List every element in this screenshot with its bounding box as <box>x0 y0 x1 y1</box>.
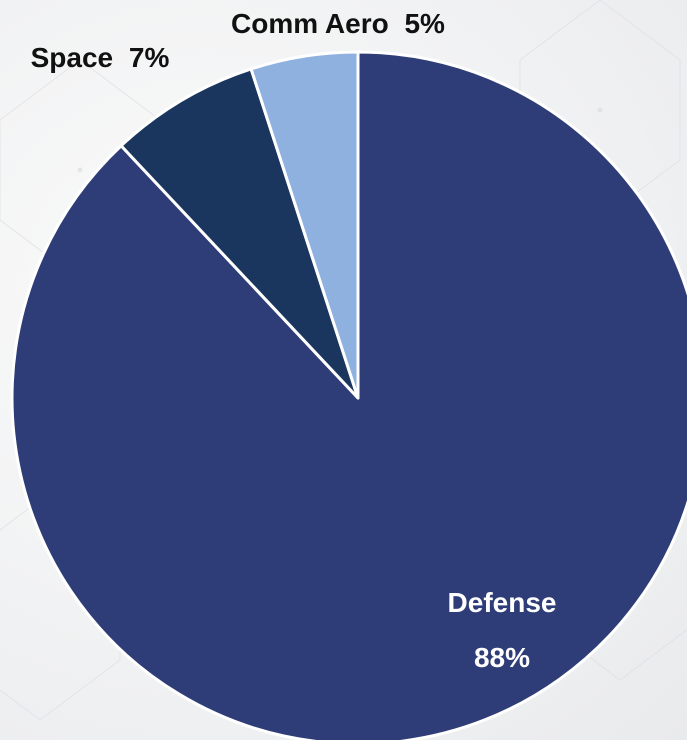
pie-slice-space <box>119 67 360 400</box>
slice-label-comm-aero-percent: 5% <box>404 8 445 39</box>
slice-label-space-category: Space <box>31 42 114 73</box>
slice-label-comm-aero-category: Comm Aero <box>231 8 389 39</box>
slice-label-defense-category: Defense <box>448 587 557 618</box>
pie-slices <box>10 50 687 740</box>
pie-labels: Defense 88% Space 7% Comm Aero 5% <box>31 8 557 673</box>
slice-label-defense-percent: 88% <box>474 642 530 673</box>
slice-label-space-percent: 7% <box>129 42 170 73</box>
slice-label-space: Space 7% <box>31 42 170 73</box>
pie-slice-comm-aero <box>249 50 360 400</box>
slice-label-comm-aero: Comm Aero 5% <box>231 8 445 39</box>
pie-slice-defense <box>10 50 687 740</box>
